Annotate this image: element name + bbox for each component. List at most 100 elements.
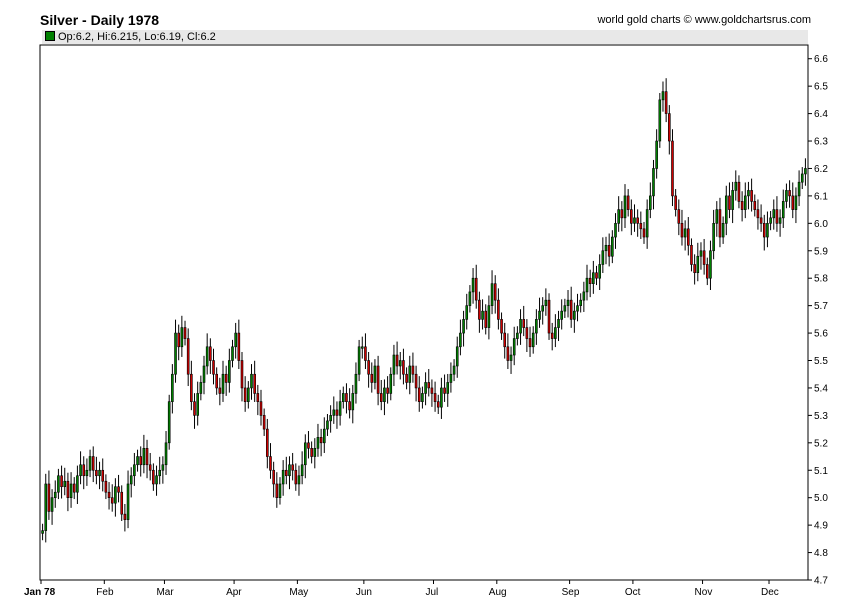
candle-body <box>354 373 358 394</box>
candle-body <box>478 299 481 320</box>
candle-body <box>702 250 706 265</box>
candle-body <box>462 319 465 334</box>
candle-body <box>481 310 484 320</box>
candle-body <box>775 209 779 224</box>
candle-body <box>484 310 488 328</box>
candle-body <box>269 456 272 471</box>
ohlc-legend-text: Op:6.2, Hi:6.215, Lo:6.19, Cl:6.2 <box>58 31 216 43</box>
x-tick-label: Jan 78 <box>24 587 56 598</box>
candle-body <box>626 195 630 210</box>
y-axis: 4.7 4.8 4.9 5.0 5.1 5.2 5.3 5.4 5.5 5.6 5.7 5.8 5.9 6… <box>808 54 828 587</box>
y-tick-label: 4.8 <box>814 548 828 559</box>
y-tick-label: 6.5 <box>814 82 828 93</box>
candle-body <box>231 346 234 361</box>
candle-body <box>566 299 570 306</box>
candle-body <box>547 299 551 334</box>
candle-body <box>639 223 643 230</box>
candle-body <box>652 168 655 197</box>
candle-body <box>262 415 266 430</box>
candle-body <box>487 305 491 328</box>
candle-body <box>791 195 795 210</box>
candle-body <box>107 491 111 498</box>
candle-body <box>781 201 785 219</box>
candle-body <box>114 486 117 504</box>
candle-body <box>123 513 127 520</box>
candle-body <box>171 373 174 402</box>
candle-body <box>72 483 76 493</box>
candle-body <box>516 332 519 339</box>
candle-body <box>601 250 605 265</box>
candle-body <box>737 181 741 202</box>
y-tick-label: 5.7 <box>814 301 828 312</box>
x-tick-label: Oct <box>625 587 641 598</box>
candle-body <box>734 181 738 191</box>
candle-body <box>351 393 355 411</box>
candle-body <box>712 223 715 252</box>
candle-body <box>411 365 415 375</box>
candle-body <box>512 338 516 356</box>
candle-body <box>202 365 206 383</box>
candle-body <box>449 373 453 383</box>
candle-body <box>446 382 450 394</box>
candle-body <box>319 437 323 444</box>
candle-body <box>772 209 776 219</box>
candle-body <box>658 99 662 142</box>
y-tick-label: 6.2 <box>814 164 828 175</box>
candle-body <box>455 346 459 367</box>
candle-body <box>636 217 639 224</box>
candle-body <box>180 327 184 348</box>
candle-body <box>623 195 627 219</box>
candle-body <box>250 373 253 389</box>
candle-body <box>576 305 579 312</box>
candle-body <box>376 365 380 394</box>
candle-body <box>256 393 260 402</box>
candle-body <box>503 332 507 348</box>
candle-body <box>120 491 124 515</box>
candle-body <box>664 91 668 114</box>
candle-body <box>104 480 108 493</box>
candle-body <box>750 190 753 202</box>
candle-body <box>519 319 522 334</box>
candle-body <box>212 360 215 375</box>
candle-body <box>221 373 225 394</box>
candle-body <box>335 409 339 416</box>
candle-body <box>50 497 54 512</box>
candle-body <box>360 346 364 349</box>
candle-body <box>281 469 285 485</box>
candle-body <box>310 448 313 457</box>
candle-body <box>215 373 218 389</box>
candle-body <box>364 346 367 361</box>
candle-body <box>379 393 383 402</box>
candle-body <box>117 486 120 493</box>
candle-body <box>161 464 165 471</box>
candle-body <box>804 168 807 175</box>
candle-body <box>275 483 279 498</box>
candle-body <box>607 244 611 257</box>
candle-body <box>579 299 582 306</box>
x-tick-label: Mar <box>156 587 174 598</box>
candles-group <box>41 78 807 543</box>
candle-body <box>693 264 696 274</box>
candle-body <box>259 401 263 416</box>
candle-body <box>392 354 396 375</box>
candle-body <box>595 272 598 279</box>
candle-body <box>677 209 681 224</box>
candle-body <box>468 291 472 306</box>
candle-body <box>506 346 510 361</box>
candle-body <box>794 195 798 210</box>
candle-body <box>705 264 709 279</box>
candle-body <box>718 209 722 238</box>
candle-body <box>493 283 497 301</box>
candle-body <box>699 250 703 257</box>
candle-body <box>762 223 766 238</box>
x-tick-label: Jun <box>356 587 372 598</box>
x-axis: Jan 78 Feb Mar Apr May Jun Jul Aug Sep Oct Nov Dec <box>24 580 779 598</box>
candle-body <box>300 464 304 477</box>
candle-body <box>278 483 282 498</box>
candle-body <box>398 360 402 367</box>
candle-body <box>690 244 693 265</box>
plot-border <box>39 44 809 581</box>
candle-body <box>164 442 168 466</box>
y-tick-label: 6.4 <box>814 109 828 120</box>
